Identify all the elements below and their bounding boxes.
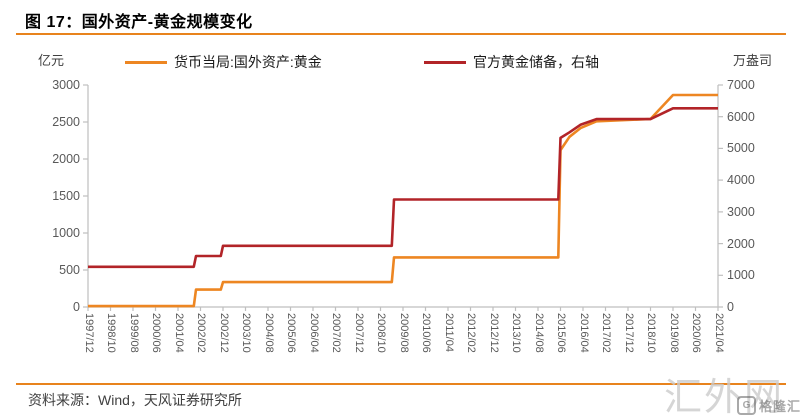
x-axis-label: 2012/02 xyxy=(465,313,477,353)
gold-assets-line-icon xyxy=(125,60,167,64)
x-axis-label: 2020/06 xyxy=(690,313,702,353)
x-axis-label: 2011/04 xyxy=(442,313,455,352)
x-axis-label: 2001/04 xyxy=(172,313,185,353)
y-axis-right-label: 6000 xyxy=(727,109,755,124)
x-axis-label: 2006/04 xyxy=(307,313,320,353)
y-axis-left-label: 1000 xyxy=(52,226,80,240)
x-axis-label: 2002/02 xyxy=(195,313,207,353)
x-axis-label: 2004/08 xyxy=(262,313,275,353)
x-axis-label: 2017/12 xyxy=(622,313,635,353)
x-axis-label: 2014/08 xyxy=(532,313,545,353)
legend-label-gold-assets: 货币当局:国外资产:黄金 xyxy=(174,54,322,70)
legend-item-gold-assets: 货币当局:国外资产:黄金 xyxy=(125,52,322,72)
x-axis-label: 2002/12 xyxy=(217,313,230,353)
legend-label-gold-reserves: 官方黄金储备，右轴 xyxy=(473,54,599,70)
right-axis-unit: 万盎司 xyxy=(733,53,773,68)
y-axis-right-label: 7000 xyxy=(727,78,755,92)
y-axis-right-label: 2000 xyxy=(727,236,755,251)
x-axis-label: 2009/08 xyxy=(397,313,410,353)
x-axis-label: 1998/10 xyxy=(105,313,117,353)
x-axis-label: 2012/12 xyxy=(487,313,500,353)
gelonghui-logo-icon: G xyxy=(737,396,756,415)
x-axis-label: 1999/08 xyxy=(127,313,140,353)
watermark-badge-text: 格隆汇 xyxy=(759,399,802,414)
gelonghui-watermark-badge: G 格隆汇 xyxy=(737,396,801,415)
y-axis-right-label: 4000 xyxy=(727,173,755,188)
y-axis-left-label: 1500 xyxy=(52,189,80,203)
x-axis-label: 2007/02 xyxy=(330,313,342,353)
x-axis-label: 2013/10 xyxy=(510,313,522,353)
source-text: 资料来源：Wind，天风证券研究所 xyxy=(28,392,242,408)
watermark-text: 汇外网 xyxy=(664,377,785,418)
legend-item-gold-reserves: 官方黄金储备，右轴 xyxy=(424,52,599,72)
x-axis-label: 2019/08 xyxy=(667,313,680,353)
x-axis-label: 2003/10 xyxy=(240,313,252,353)
left-axis-unit: 亿元 xyxy=(38,53,65,68)
y-axis-right-label: 0 xyxy=(727,300,734,314)
x-axis-label: 2000/06 xyxy=(150,313,162,353)
x-axis-label: 2010/06 xyxy=(420,313,432,353)
x-axis-label: 2008/10 xyxy=(375,313,387,353)
y-axis-left-label: 2500 xyxy=(52,115,80,129)
y-axis-right-label: 1000 xyxy=(727,268,755,283)
x-axis-label: 2017/02 xyxy=(600,313,612,353)
figure-title: 图 17：国外资产-黄金规模变化 xyxy=(25,14,253,31)
x-axis-label: 2007/12 xyxy=(352,313,365,353)
y-axis-left-label: 2000 xyxy=(52,152,80,166)
y-axis-left-label: 0 xyxy=(73,300,80,314)
y-axis-right-label: 5000 xyxy=(727,141,755,156)
y-axis-left-label: 500 xyxy=(59,263,80,277)
x-axis-label: 2015/06 xyxy=(555,313,567,353)
x-axis-label: 2005/06 xyxy=(285,313,297,353)
x-axis-label: 2018/10 xyxy=(645,313,657,353)
footer-rule xyxy=(16,383,786,385)
y-axis-right-label: 3000 xyxy=(727,204,755,219)
series-line xyxy=(88,107,718,269)
title-rule xyxy=(16,33,786,35)
x-axis-label: 1997/12 xyxy=(82,313,95,353)
y-axis-left-label: 3000 xyxy=(52,78,80,92)
x-axis-label: 2016/04 xyxy=(577,313,590,353)
x-axis-label: 2021/04 xyxy=(712,313,725,353)
gold-reserves-line-icon xyxy=(424,60,466,64)
